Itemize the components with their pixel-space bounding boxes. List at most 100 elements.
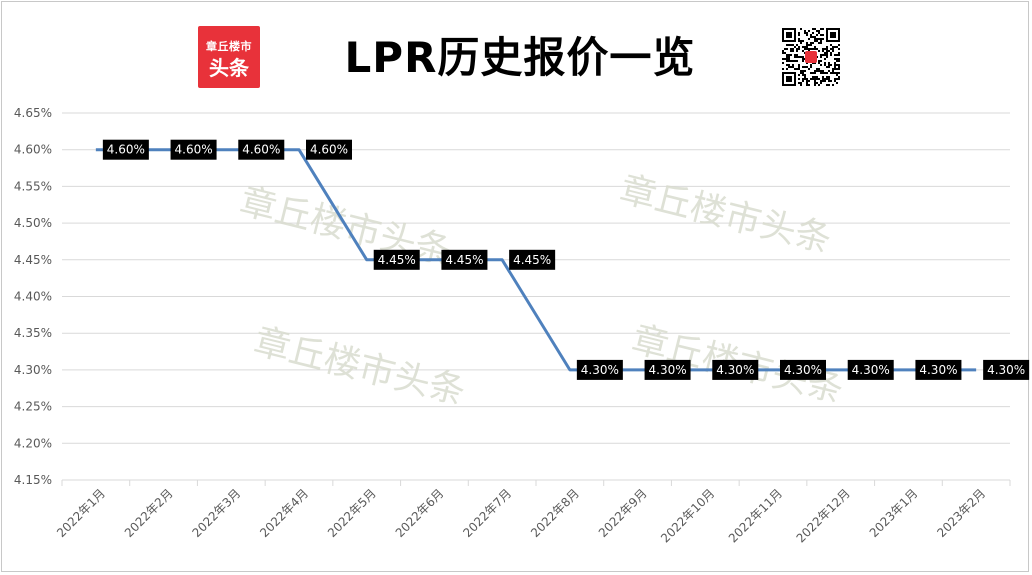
qr-module	[826, 78, 828, 80]
data-label-box	[712, 359, 759, 380]
qr-module	[802, 56, 804, 58]
qr-finder-core	[830, 32, 836, 38]
qr-module	[826, 84, 828, 86]
qr-module	[818, 60, 820, 62]
qr-module	[788, 60, 790, 62]
x-tick-label: 2022年1月	[54, 486, 108, 540]
qr-module	[784, 52, 786, 54]
data-label: 4.60%	[306, 139, 352, 160]
qr-module	[838, 72, 840, 74]
qr-module	[790, 66, 792, 68]
qr-module	[836, 58, 838, 60]
data-label-box	[915, 359, 962, 380]
x-tick-label: 2022年9月	[596, 486, 650, 540]
qr-module	[796, 48, 798, 50]
qr-module	[818, 62, 820, 64]
data-labels: 4.60% 4.60% 4.60% 4.60% 4.45% 4.45% 4.45% 4.30%…	[102, 139, 1030, 380]
qr-module	[832, 68, 834, 70]
qr-module	[790, 54, 792, 56]
qr-module	[812, 28, 814, 30]
qr-module	[812, 36, 814, 38]
qr-module	[820, 70, 822, 72]
x-tick-label: 2022年5月	[325, 486, 379, 540]
qr-module	[798, 46, 800, 48]
qr-module	[800, 40, 802, 42]
qr-module	[806, 82, 808, 84]
qr-module	[782, 68, 784, 70]
data-label-box	[644, 359, 691, 380]
data-label: 4.60%	[170, 139, 217, 160]
qr-module	[838, 66, 840, 68]
qr-module	[804, 48, 806, 50]
qr-module	[810, 64, 812, 66]
y-tick-label: 4.25%	[14, 400, 52, 414]
data-label-text: 4.45%	[378, 253, 416, 267]
qr-module	[836, 64, 838, 66]
data-label: 4.30%	[915, 359, 962, 380]
qr-module	[804, 66, 806, 68]
qr-module	[794, 54, 796, 56]
qr-module	[804, 78, 806, 80]
data-label: 4.30%	[847, 359, 894, 380]
qr-module	[814, 46, 816, 48]
x-tick-label: 2023年2月	[934, 486, 988, 540]
qr-module	[814, 28, 816, 30]
qr-module	[798, 38, 800, 40]
qr-finder-core	[786, 76, 792, 82]
qr-module	[828, 84, 830, 86]
qr-module	[826, 52, 828, 54]
watermark-text: 章丘楼市头条	[616, 169, 836, 261]
qr-module	[836, 68, 838, 70]
qr-module	[824, 78, 826, 80]
qr-module	[786, 56, 788, 58]
data-label-box	[238, 139, 285, 160]
qr-module	[802, 50, 804, 52]
qr-module	[824, 58, 826, 60]
qr-module	[826, 66, 828, 68]
qr-module	[818, 32, 820, 34]
qr-module	[796, 50, 798, 52]
qr-module	[810, 44, 812, 46]
qr-module	[816, 78, 818, 80]
qr-module	[838, 44, 840, 46]
qr-module	[796, 60, 798, 62]
qr-module	[804, 46, 806, 48]
qr-module	[794, 56, 796, 58]
qr-module	[828, 78, 830, 80]
qr-module	[806, 78, 808, 80]
qr-module	[826, 54, 828, 56]
qr-module	[828, 62, 830, 64]
qr-module	[830, 44, 832, 46]
qr-module	[834, 58, 836, 60]
qr-module	[794, 60, 796, 62]
qr-module	[816, 30, 818, 32]
data-label-box	[306, 139, 352, 160]
qr-module	[814, 78, 816, 80]
qr-module	[808, 80, 810, 82]
qr-module	[832, 48, 834, 50]
y-tick-label: 4.30%	[14, 363, 52, 377]
qr-module	[798, 32, 800, 34]
data-label-text: 4.30%	[852, 363, 890, 377]
qr-module	[812, 72, 814, 74]
logo: 章丘楼市 头条	[198, 26, 260, 88]
qr-module	[834, 54, 836, 56]
qr-module	[818, 30, 820, 32]
qr-module	[838, 78, 840, 80]
qr-module	[814, 84, 816, 86]
qr-module	[822, 50, 824, 52]
qr-module	[786, 64, 788, 66]
data-label-text: 4.45%	[445, 253, 483, 267]
y-tick-label: 4.60%	[14, 143, 52, 157]
data-label-text: 4.30%	[987, 363, 1025, 377]
x-tick-label: 2022年10月	[658, 486, 717, 545]
qr-module	[834, 72, 836, 74]
data-label-text: 4.60%	[175, 143, 213, 157]
qr-module	[834, 46, 836, 48]
x-tick-label: 2023年1月	[867, 486, 921, 540]
qr-module	[798, 56, 800, 58]
qr-module	[836, 60, 838, 62]
qr-module	[826, 72, 828, 74]
qr-module	[832, 72, 834, 74]
